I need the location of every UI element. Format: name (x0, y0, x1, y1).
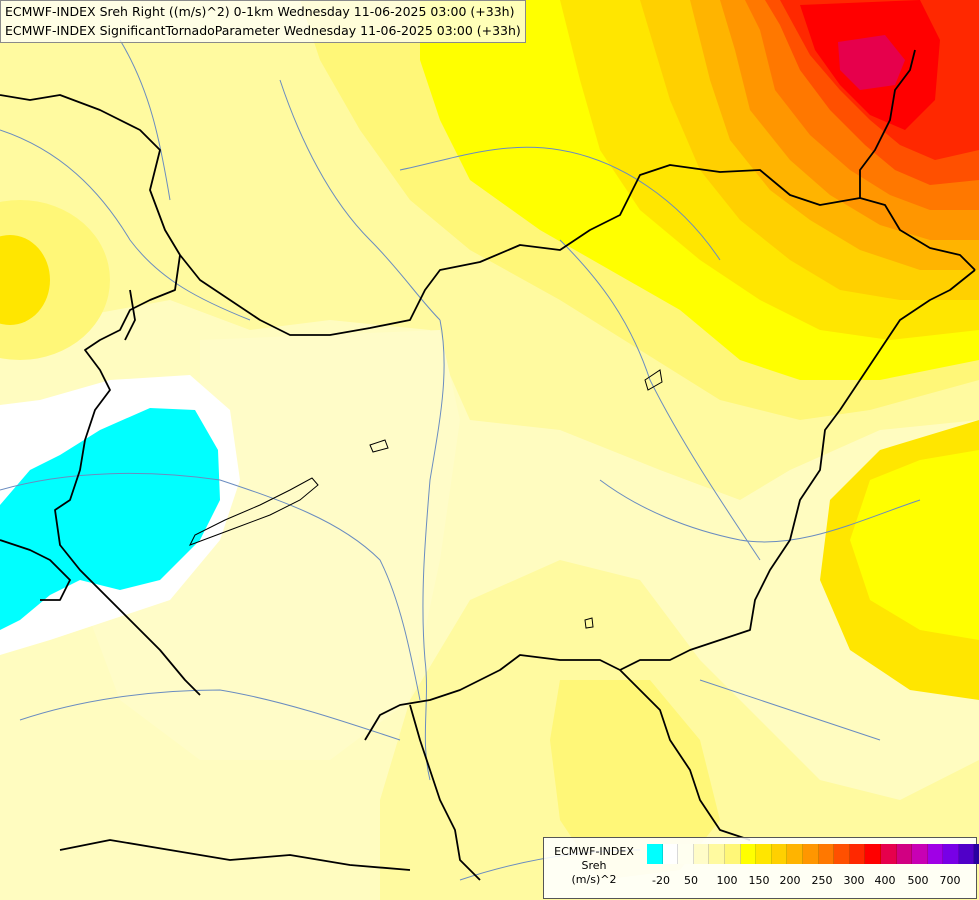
legend-swatch (896, 844, 913, 864)
legend-swatch (818, 844, 835, 864)
legend-title-line-3: (m/s)^2 (571, 873, 617, 886)
legend-tick-label: 150 (748, 874, 770, 887)
legend-tick-label: 200 (779, 874, 801, 887)
border-croatia-serbia (409, 704, 481, 881)
legend-swatch (802, 844, 819, 864)
color-legend: ECMWF-INDEX Sreh (m/s)^2 -20 50 100 150 200 2… (543, 837, 979, 899)
lake-balaton (188, 477, 319, 546)
legend-swatch (709, 844, 725, 864)
field-south-yellow (550, 680, 720, 880)
legend-swatch (834, 844, 850, 864)
legend-tick-label: 400 (874, 874, 896, 887)
legend-tick-label: 100 (716, 874, 738, 887)
legend-tick-label: 700 (939, 874, 961, 887)
legend-title: ECMWF-INDEX Sreh (m/s)^2 (544, 845, 644, 887)
legend-swatch (724, 844, 741, 864)
legend-swatch (756, 844, 772, 864)
map-title-line-2: ECMWF-INDEX SignificantTornadoParameter … (5, 23, 521, 38)
legend-swatch (912, 844, 928, 864)
field-crimson (838, 35, 905, 90)
legend-swatch (943, 844, 959, 864)
legend-swatch (880, 844, 897, 864)
legend-swatch (678, 844, 694, 864)
legend-tick-label: 50 (684, 874, 698, 887)
border-north-small (124, 289, 136, 341)
field-west-blob-core (0, 235, 50, 325)
legend-swatch (740, 844, 757, 864)
legend-swatch (865, 844, 881, 864)
legend-swatch (849, 844, 866, 864)
legend-tick-label: -20 (652, 874, 670, 887)
legend-swatch (647, 844, 663, 864)
border-ukraine-slovakia (859, 49, 916, 198)
legend-tick-label: 500 (907, 874, 929, 887)
border-slovenia-croatia (0, 539, 71, 601)
field-cyan (0, 408, 220, 630)
legend-swatch (693, 844, 710, 864)
border-serbia-romania (619, 669, 751, 841)
legend-color-scale (647, 844, 979, 864)
legend-swatch (771, 844, 788, 864)
field-central-light (90, 330, 460, 760)
country-borders (0, 49, 976, 881)
legend-swatch (958, 844, 975, 864)
legend-title-line-2: Sreh (581, 859, 607, 872)
map-title-box: ECMWF-INDEX Sreh Right ((m/s)^2) 0-1km W… (0, 0, 526, 43)
border-austria-hungary-west (54, 254, 201, 696)
legend-swatch (974, 844, 979, 864)
border-bosnia (59, 839, 411, 871)
legend-title-line-1: ECMWF-INDEX (554, 845, 634, 858)
border-romania-hungary (364, 269, 976, 741)
legend-swatch (662, 844, 679, 864)
legend-tick-label: 300 (843, 874, 865, 887)
lake-small-1 (369, 439, 389, 453)
legend-tick-label: 250 (811, 874, 833, 887)
field-east-yellow (850, 450, 979, 640)
legend-tick-labels: -20 50 100 150 200 250 300 400 500 700 (647, 874, 977, 890)
border-austria-czech (0, 94, 976, 336)
lake-small-2 (644, 369, 663, 391)
legend-swatch (927, 844, 944, 864)
map-title-line-1: ECMWF-INDEX Sreh Right ((m/s)^2) 0-1km W… (5, 4, 515, 19)
rivers (0, 39, 921, 881)
legend-swatch (787, 844, 803, 864)
lake-small-3 (584, 617, 594, 629)
